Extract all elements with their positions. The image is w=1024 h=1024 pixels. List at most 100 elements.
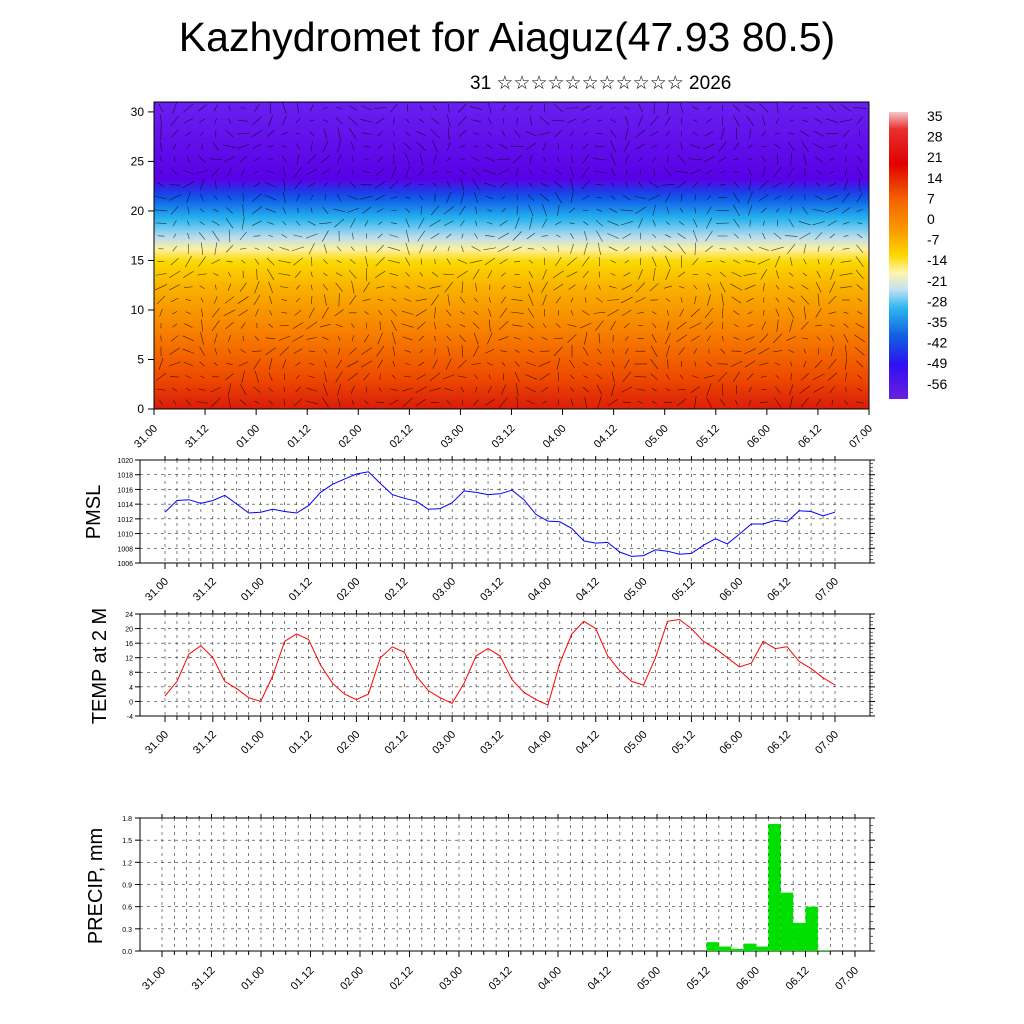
wind-vector: [185, 399, 192, 406]
wind-vector: [199, 118, 206, 123]
wind-vector: [170, 206, 179, 215]
wind-vector: [571, 143, 573, 149]
wind-vector: [310, 195, 314, 201]
wind-vector: [240, 349, 247, 354]
wind-vector: [705, 217, 713, 229]
wind-vector: [461, 399, 464, 406]
wind-vector: [598, 284, 601, 290]
wind-vector: [801, 337, 809, 340]
wind-vector: [680, 193, 683, 202]
wind-vector: [553, 283, 564, 291]
wind-vector: [487, 131, 492, 136]
wind-vector: [390, 103, 398, 113]
xtick-label: 02.12: [382, 729, 410, 757]
wind-vector: [377, 221, 383, 225]
wind-vector: [544, 258, 546, 266]
wind-vector: [375, 168, 385, 176]
wind-vector: [197, 273, 207, 276]
wind-vector: [649, 131, 659, 137]
wind-vector: [856, 244, 864, 253]
wind-vector: [241, 370, 245, 384]
wind-vector: [539, 193, 550, 202]
precip-bar: [793, 922, 806, 951]
wind-vector: [583, 242, 588, 256]
colorbar-label: -21: [927, 273, 947, 289]
wind-vector: [775, 117, 780, 124]
wind-vector: [379, 373, 381, 380]
wind-vector: [513, 129, 521, 138]
wind-vector: [321, 307, 329, 319]
wind-vector: [676, 181, 687, 189]
wind-vector: [310, 271, 313, 278]
wind-vector: [689, 169, 701, 175]
wind-vector: [553, 337, 564, 340]
wind-vector: [350, 181, 356, 189]
wind-vector: [717, 371, 728, 382]
wind-vector: [159, 309, 163, 317]
wind-vector: [171, 169, 178, 175]
wind-vector: [431, 117, 439, 125]
wind-vector: [187, 155, 190, 163]
wind-vector: [309, 131, 315, 137]
wind-vector: [624, 155, 629, 164]
wind-vector: [498, 336, 509, 341]
wind-vector: [692, 131, 699, 136]
wind-vector: [774, 144, 781, 149]
wind-vector: [460, 191, 465, 204]
wind-vector: [457, 375, 467, 378]
wind-vector: [295, 220, 301, 226]
wind-vector: [446, 170, 452, 174]
wind-vector: [459, 144, 466, 148]
wind-vector: [651, 311, 657, 315]
wind-vector: [238, 309, 249, 317]
wind-vector: [597, 348, 602, 354]
wind-vector: [610, 168, 616, 176]
wind-vector: [182, 348, 195, 354]
wind-vector: [845, 344, 847, 358]
wind-vector: [446, 323, 451, 328]
wind-vector: [390, 320, 397, 332]
wind-vector: [734, 323, 739, 328]
wind-vector: [376, 401, 385, 404]
wind-vector: [774, 195, 781, 200]
wind-vector: [815, 232, 823, 240]
wind-vector: [569, 130, 575, 137]
wind-vector: [703, 156, 715, 163]
wind-vector: [775, 132, 780, 135]
wind-vector: [446, 180, 451, 189]
wind-vector: [691, 375, 699, 379]
wind-vector: [817, 293, 820, 307]
wind-vector: [744, 260, 756, 263]
wind-vector: [252, 116, 262, 126]
wind-vector: [498, 169, 509, 175]
ytick-label: 1008: [117, 546, 133, 553]
colorbar-label: 14: [927, 170, 943, 186]
wind-vector: [347, 116, 358, 126]
wind-vector: [814, 156, 823, 162]
wind-vector: [392, 374, 396, 379]
wind-vector: [816, 336, 821, 341]
wind-vector: [487, 209, 493, 212]
wind-vector: [461, 245, 464, 253]
wind-vector: [639, 169, 642, 175]
wind-vector: [459, 158, 465, 160]
wind-vector: [390, 222, 397, 225]
wind-vector: [446, 258, 451, 265]
temp-axis-label: TEMP at 2 M: [89, 608, 111, 724]
precip-bar: [743, 943, 756, 951]
wind-vector: [856, 166, 863, 178]
wind-vector: [543, 156, 547, 162]
wind-vector: [268, 387, 273, 392]
wind-vector: [487, 270, 493, 279]
wind-vector: [816, 398, 822, 406]
wind-vector: [621, 386, 633, 393]
wind-vector: [447, 346, 451, 357]
wind-vector: [292, 322, 304, 329]
wind-vector: [843, 311, 849, 314]
wind-vector: [666, 321, 670, 331]
wind-vector: [542, 141, 547, 151]
wind-vector: [225, 373, 234, 381]
wind-vector: [415, 298, 428, 302]
hm-xtick-label: 01.00: [234, 423, 262, 451]
wind-vector: [856, 360, 864, 368]
